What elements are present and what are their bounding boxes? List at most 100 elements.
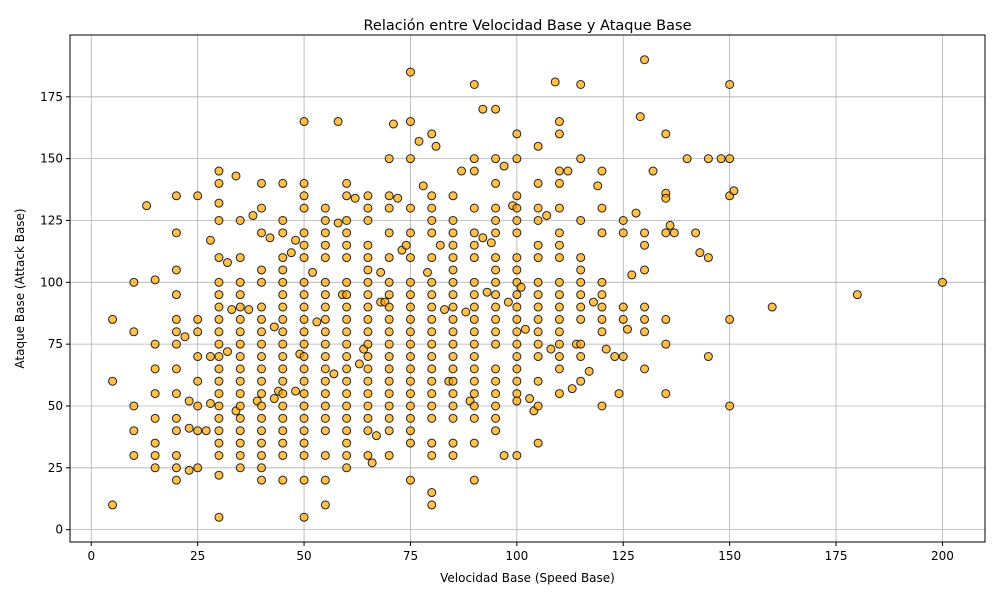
scatter-point — [448, 191, 458, 201]
scatter-point — [235, 302, 245, 312]
scatter-point — [235, 438, 245, 448]
scatter-point — [235, 339, 245, 349]
scatter-point — [640, 314, 650, 324]
scatter-point — [512, 327, 522, 337]
scatter-point — [214, 166, 224, 176]
scatter-point — [554, 389, 564, 399]
scatter-point — [405, 438, 415, 448]
scatter-point — [320, 376, 330, 386]
scatter-point — [405, 302, 415, 312]
scatter-point — [695, 248, 705, 258]
scatter-point — [618, 352, 628, 362]
scatter-point — [320, 475, 330, 485]
scatter-point — [703, 352, 713, 362]
scatter-point — [363, 401, 373, 411]
scatter-point — [171, 265, 181, 275]
scatter-point — [363, 265, 373, 275]
scatter-point — [852, 290, 862, 300]
scatter-point — [725, 154, 735, 164]
scatter-point — [448, 302, 458, 312]
scatter-point — [214, 438, 224, 448]
scatter-point — [478, 104, 488, 114]
scatter-point — [448, 364, 458, 374]
scatter-point — [257, 389, 267, 399]
scatter-point — [257, 277, 267, 287]
scatter-point — [448, 352, 458, 362]
scatter-point — [171, 389, 181, 399]
scatter-point — [554, 339, 564, 349]
scatter-point — [512, 253, 522, 263]
scatter-point — [533, 376, 543, 386]
scatter-point — [257, 339, 267, 349]
y-tick-label: 0 — [55, 523, 63, 537]
scatter-point — [512, 302, 522, 312]
y-tick-label: 75 — [48, 337, 63, 351]
scatter-point — [554, 277, 564, 287]
scatter-point — [554, 228, 564, 238]
scatter-point — [405, 277, 415, 287]
scatter-point — [184, 423, 194, 433]
scatter-point — [435, 240, 445, 250]
scatter-point — [171, 463, 181, 473]
scatter-point — [184, 396, 194, 406]
axis-ticks: 0 25 50 75 100 125 150 175 200 0 25 50 75 100 125 150 17… — [40, 90, 954, 563]
scatter-point — [384, 253, 394, 263]
scatter-point — [491, 154, 501, 164]
scatter-point — [597, 327, 607, 337]
scatter-point — [278, 302, 288, 312]
scatter-point — [363, 191, 373, 201]
scatter-point — [384, 314, 394, 324]
scatter-point — [469, 364, 479, 374]
scatter-point — [384, 376, 394, 386]
scatter-point — [299, 352, 309, 362]
scatter-point — [576, 314, 586, 324]
scatter-point — [427, 203, 437, 213]
scatter-point — [405, 228, 415, 238]
scatter-point — [491, 104, 501, 114]
scatter-point — [533, 327, 543, 337]
scatter-point — [278, 253, 288, 263]
scatter-point — [342, 426, 352, 436]
scatter-point — [631, 208, 641, 218]
scatter-point — [665, 220, 675, 230]
scatter-point — [640, 265, 650, 275]
scatter-point — [512, 129, 522, 139]
scatter-point — [554, 352, 564, 362]
scatter-point — [401, 240, 411, 250]
scatter-point — [418, 181, 428, 191]
scatter-point — [257, 203, 267, 213]
scatter-point — [588, 297, 598, 307]
scatter-point — [299, 364, 309, 374]
scatter-point — [491, 290, 501, 300]
scatter-point — [299, 327, 309, 337]
scatter-point — [384, 352, 394, 362]
scatter-point — [350, 193, 360, 203]
scatter-point — [299, 228, 309, 238]
scatter-point — [214, 339, 224, 349]
scatter-point — [342, 376, 352, 386]
scatter-point — [491, 413, 501, 423]
scatter-point — [448, 228, 458, 238]
scatter-point — [299, 240, 309, 250]
scatter-point — [597, 302, 607, 312]
scatter-point — [440, 305, 450, 315]
scatter-point — [299, 475, 309, 485]
scatter-point — [108, 376, 118, 386]
scatter-point — [193, 314, 203, 324]
scatter-point — [299, 191, 309, 201]
scatter-point — [333, 218, 343, 228]
scatter-point — [320, 240, 330, 250]
scatter-point — [623, 324, 633, 334]
scatter-point — [576, 376, 586, 386]
scatter-point — [214, 277, 224, 287]
scatter-point — [533, 203, 543, 213]
scatter-point — [554, 253, 564, 263]
scatter-point — [469, 228, 479, 238]
scatter-point — [640, 327, 650, 337]
scatter-point — [448, 339, 458, 349]
scatter-point — [171, 339, 181, 349]
scatter-point — [448, 401, 458, 411]
scatter-point — [388, 119, 398, 129]
scatter-point — [299, 401, 309, 411]
scatter-point — [299, 277, 309, 287]
